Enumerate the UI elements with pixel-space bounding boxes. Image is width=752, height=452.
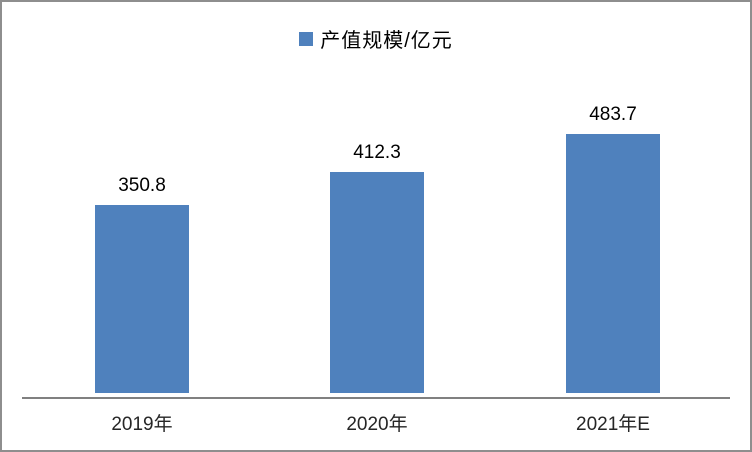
bar-2019 [95, 205, 189, 393]
legend: 产值规模/亿元 [2, 24, 750, 53]
legend-label: 产值规模/亿元 [320, 30, 453, 52]
data-label-2020: 412.3 [353, 142, 401, 163]
data-label-2021: 483.7 [589, 104, 637, 125]
legend-swatch-icon [299, 31, 314, 46]
x-axis-line [22, 397, 730, 399]
bar-group-2019: 350.8 [72, 174, 212, 393]
x-axis-tick-2020: 2020年 [346, 414, 408, 435]
data-label-2019: 350.8 [118, 175, 166, 196]
x-axis-tick-2021: 2021年E [576, 414, 650, 435]
x-axis-tick-2019: 2019年 [111, 414, 173, 435]
bar-2021 [566, 134, 660, 393]
bar-group-2021: 483.7 [543, 103, 683, 393]
bar-group-2020: 412.3 [307, 141, 447, 393]
bar-2020 [330, 172, 424, 393]
